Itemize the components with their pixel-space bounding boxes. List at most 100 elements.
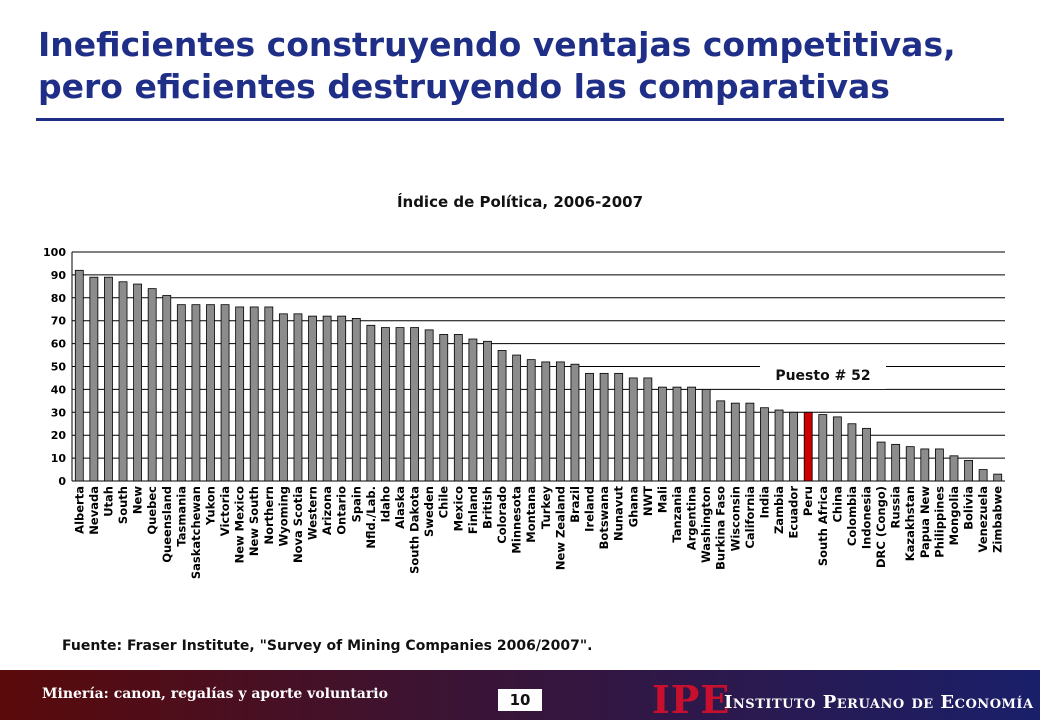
x-tick-label: Washington xyxy=(699,486,713,563)
x-tick-label: Western xyxy=(306,486,320,540)
x-tick-label: Venezuela xyxy=(976,486,990,552)
x-tick-label: Queensland xyxy=(160,486,174,563)
bar xyxy=(555,361,565,482)
x-tick-label: British xyxy=(480,486,494,529)
x-tick-label: Colorado xyxy=(495,486,509,544)
x-tick-label: Mongolia xyxy=(947,486,961,545)
y-tick-label: 50 xyxy=(51,361,67,374)
bar xyxy=(249,306,259,482)
footer-topic: Minería: canon, regalías y aporte volunt… xyxy=(42,686,388,702)
bar xyxy=(133,283,143,482)
bar xyxy=(745,402,755,482)
bar xyxy=(424,329,434,482)
x-tick-label: Nevada xyxy=(87,486,101,535)
y-tick-label: 60 xyxy=(51,338,67,351)
bar xyxy=(585,372,594,482)
x-tick-label: Mexico xyxy=(451,486,465,531)
y-tick-label: 0 xyxy=(58,475,66,488)
x-tick-label: Northern xyxy=(262,486,276,545)
peru-rank-callout: Puesto # 52 xyxy=(760,363,886,389)
bar xyxy=(789,411,799,482)
x-tick-label: Nova Scotia xyxy=(291,486,305,563)
x-tick-label: Wisconsin xyxy=(728,486,742,551)
bar xyxy=(497,350,507,482)
x-tick-label: Ghana xyxy=(626,486,640,527)
x-tick-label: Burkina Faso xyxy=(714,486,728,570)
bar xyxy=(964,459,973,482)
bar xyxy=(570,363,580,482)
bar xyxy=(118,281,128,482)
x-tick-label: New xyxy=(131,486,145,514)
bar xyxy=(512,354,522,482)
bar xyxy=(599,372,609,482)
bar xyxy=(526,359,536,482)
footer-bar: Minería: canon, regalías y aporte volunt… xyxy=(0,670,1040,720)
x-tick-label: Tasmania xyxy=(174,486,188,547)
bar xyxy=(716,400,726,482)
bar xyxy=(308,315,317,482)
bar xyxy=(628,377,638,482)
bar xyxy=(206,304,215,482)
bar xyxy=(468,338,478,482)
bar xyxy=(74,269,84,482)
title-underline xyxy=(36,118,1004,121)
bar xyxy=(730,402,740,482)
x-tick-label: Bolivia xyxy=(962,486,976,530)
bar xyxy=(293,313,303,482)
x-tick-label: Yukon xyxy=(203,486,217,526)
bar xyxy=(614,372,624,482)
source-note: Fuente: Fraser Institute, "Survey of Min… xyxy=(62,638,593,654)
x-tick-label: DRC (Congo) xyxy=(874,486,888,568)
slide-title: Ineficientes construyendo ventajas compe… xyxy=(38,25,956,106)
x-tick-label: Russia xyxy=(889,486,903,528)
org-name: Instituto Peruano de Economía xyxy=(724,692,1034,713)
x-tick-label: Zimbabwe xyxy=(991,486,1005,553)
ipe-logo: IPE xyxy=(652,677,731,722)
x-tick-label: New South xyxy=(247,486,261,556)
bar xyxy=(322,315,332,482)
bar xyxy=(453,334,463,482)
bar xyxy=(176,304,186,482)
x-tick-label: Montana xyxy=(524,486,538,543)
bar xyxy=(847,423,857,482)
x-tick-label: Sweden xyxy=(422,486,436,537)
x-tick-label: South xyxy=(116,486,130,524)
bar xyxy=(658,386,667,482)
bar xyxy=(541,361,551,482)
x-tick-label: New Mexico xyxy=(233,486,247,563)
x-tick-label: New Zealand xyxy=(553,486,567,570)
x-tick-label: NWT xyxy=(641,486,655,516)
x-tick-label: Zambia xyxy=(772,486,786,534)
bar xyxy=(876,441,886,482)
x-tick-label: Idaho xyxy=(378,486,392,522)
x-tick-label: Brazil xyxy=(568,486,582,523)
bar xyxy=(89,276,99,482)
y-tick-label: 90 xyxy=(51,269,67,282)
x-tick-label: Utah xyxy=(101,486,115,517)
bar xyxy=(220,304,230,482)
bar-highlight xyxy=(803,411,813,482)
x-tick-label: Papua New xyxy=(918,486,932,558)
bar xyxy=(264,306,274,482)
bar xyxy=(366,324,376,482)
x-tick-label: Saskatchewan xyxy=(189,486,203,579)
x-tick-label: South Africa xyxy=(816,486,830,566)
x-tick-label: Mali xyxy=(655,486,669,513)
x-tick-label: Quebec xyxy=(145,486,159,535)
x-tick-label: China xyxy=(830,486,844,523)
bar xyxy=(905,446,915,482)
bar xyxy=(672,386,682,482)
chart-title: Índice de Política, 2006-2007 xyxy=(396,193,644,211)
x-tick-label: Ontario xyxy=(335,486,349,535)
x-tick-label: Peru xyxy=(801,486,815,516)
bar xyxy=(235,306,245,482)
bar xyxy=(278,313,288,482)
bar xyxy=(891,443,901,482)
x-tick-label: Nunavut xyxy=(612,486,626,541)
y-tick-label: 80 xyxy=(51,292,67,305)
bar xyxy=(920,448,930,482)
x-tick-label: Wyoming xyxy=(276,486,290,546)
x-tick-label: India xyxy=(757,486,771,518)
x-tick-label: Alaska xyxy=(393,486,407,529)
